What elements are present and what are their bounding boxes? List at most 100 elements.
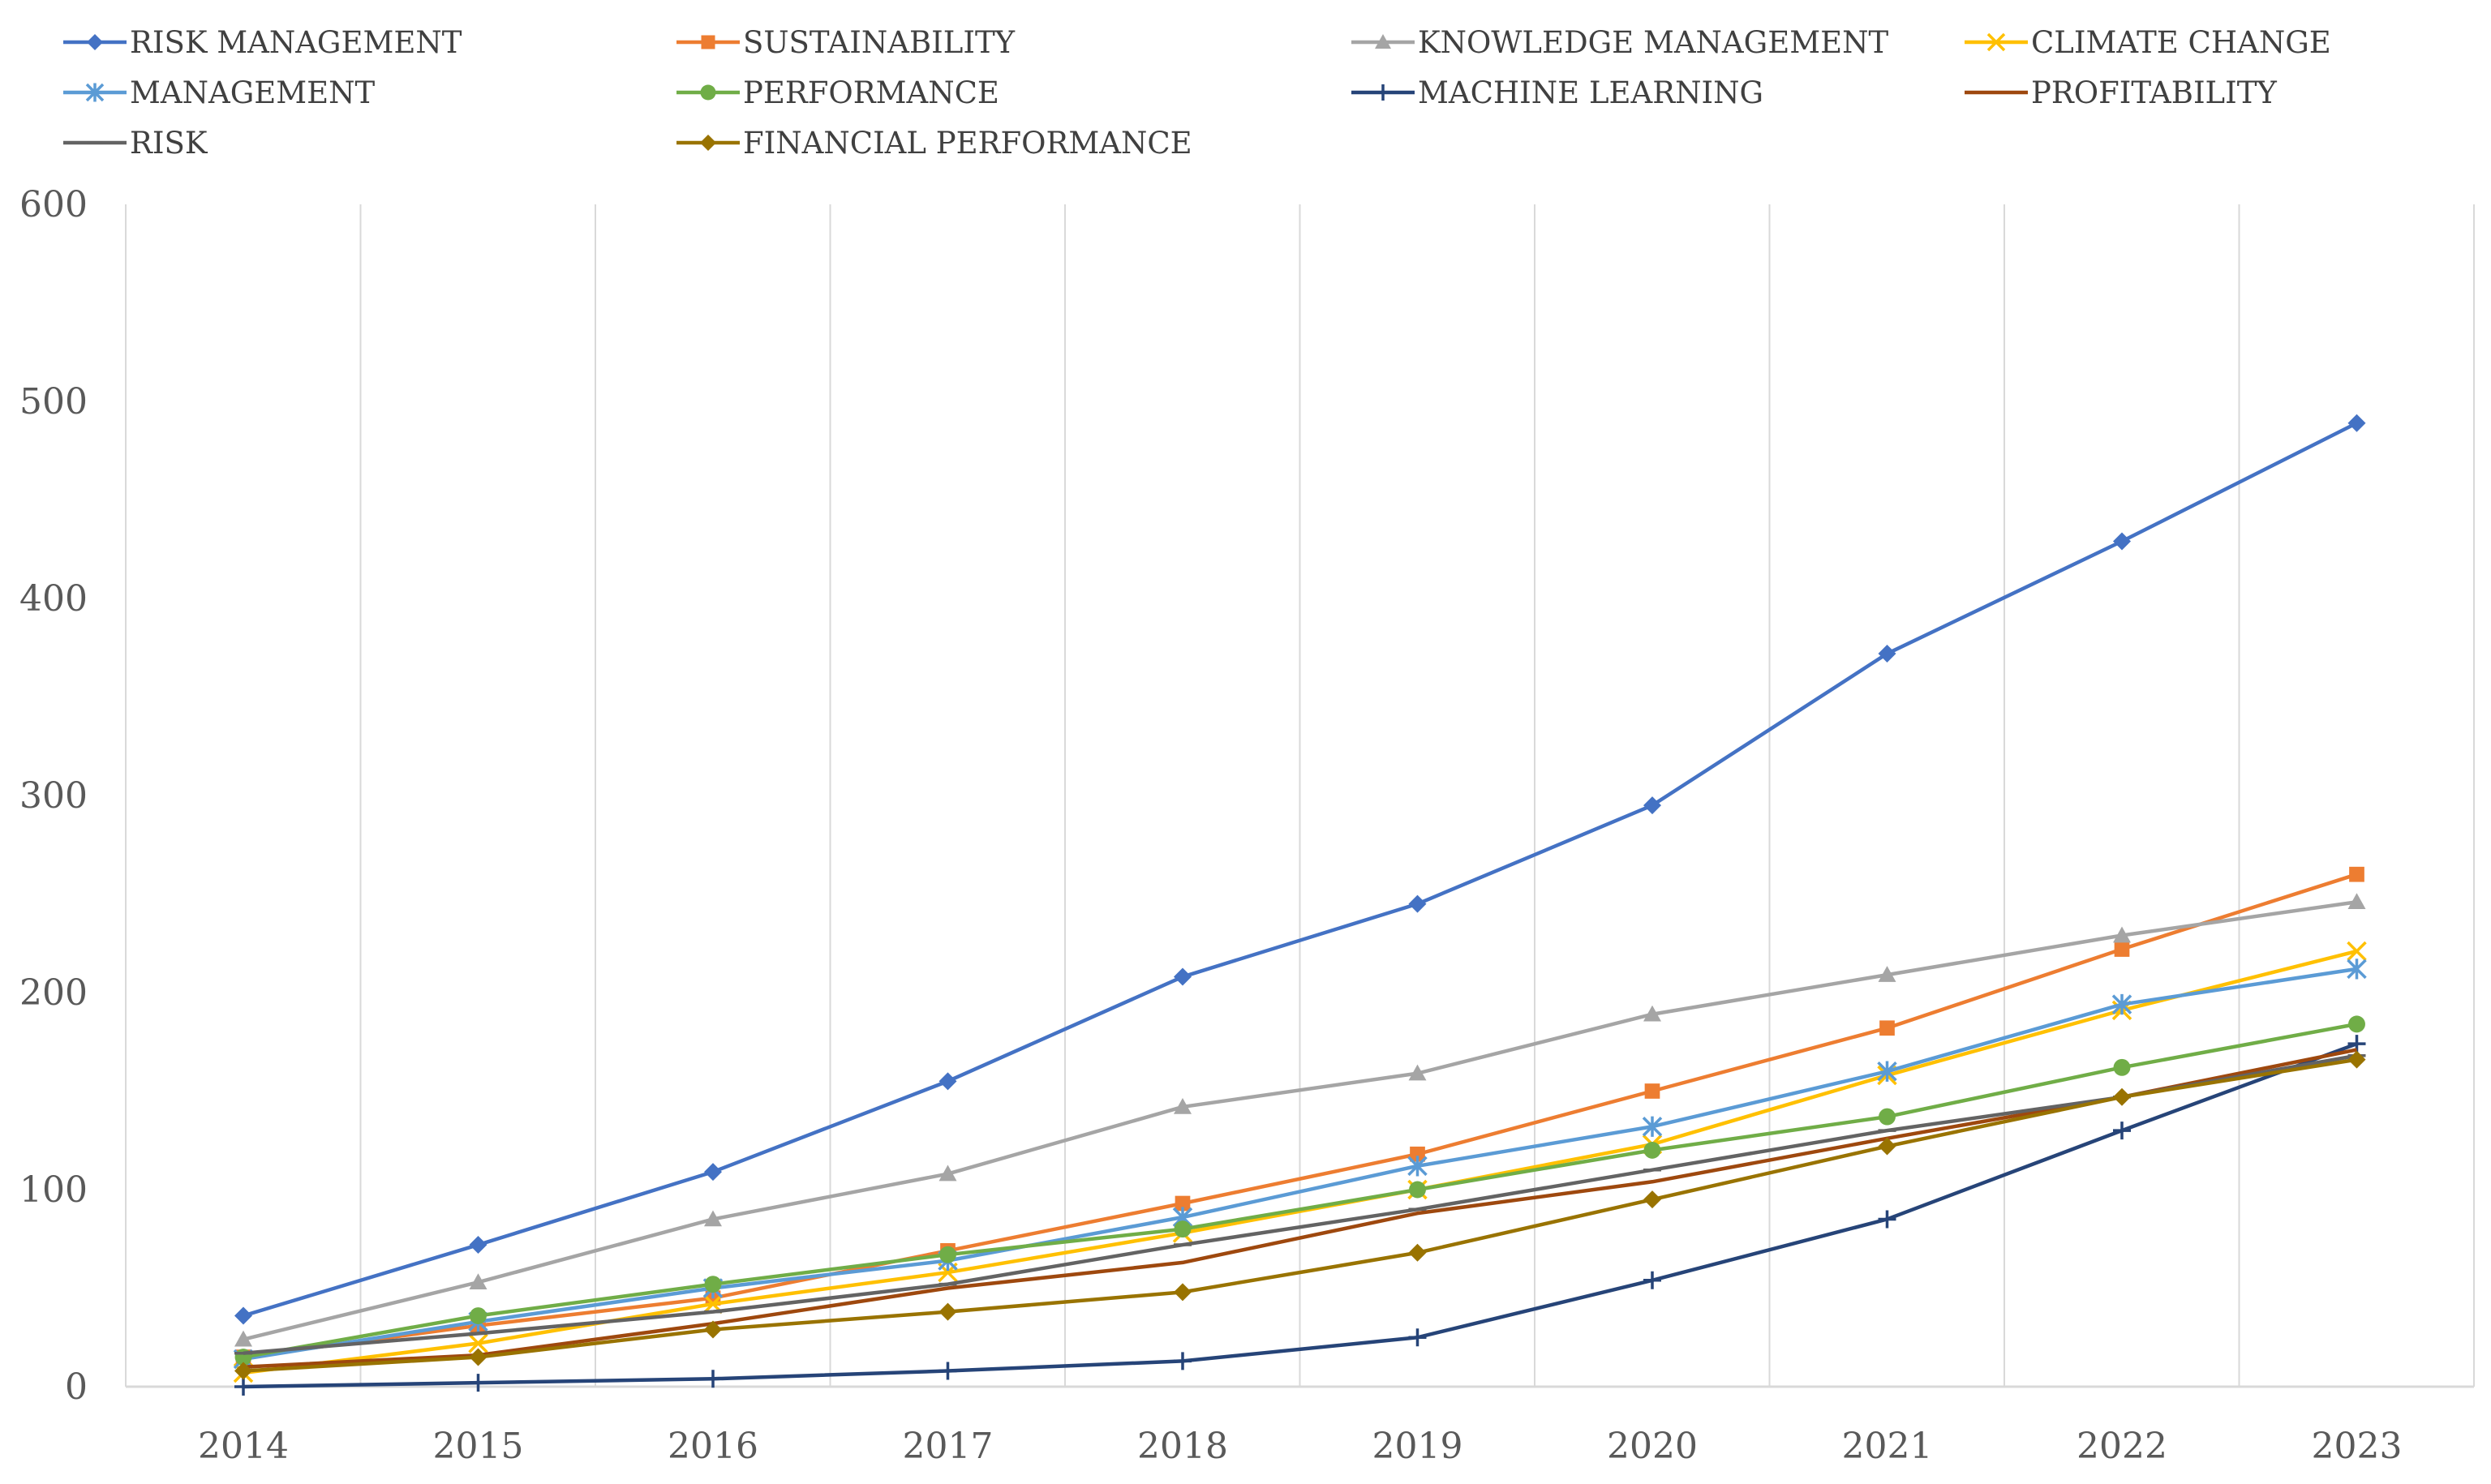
x-tick-label: 2018	[1137, 1426, 1228, 1467]
legend-marker	[700, 135, 716, 151]
data-point	[2349, 866, 2364, 882]
data-point	[468, 1333, 488, 1353]
data-point	[938, 1362, 957, 1380]
data-point	[1643, 1141, 1661, 1159]
data-point	[1408, 1328, 1427, 1347]
legend-item-performance: PERFORMANCE	[676, 75, 999, 110]
legend-label: MACHINE LEARNING	[1418, 75, 1763, 110]
data-point	[1174, 1097, 1192, 1114]
legend-label: PERFORMANCE	[743, 75, 999, 110]
data-point	[469, 1348, 487, 1366]
legend-marker	[701, 35, 715, 49]
y-axis-ticks: 0 100 200 300 400 500 600	[19, 184, 88, 1408]
data-point	[1643, 796, 1661, 815]
x-tick-label: 2016	[668, 1426, 758, 1467]
data-point	[1174, 1220, 1192, 1238]
series-machine-learning	[234, 1035, 2366, 1396]
legend-label: MANAGEMENT	[130, 75, 376, 110]
x-tick-label: 2019	[1372, 1426, 1463, 1467]
y-tick-label: 0	[65, 1366, 88, 1408]
y-tick-label: 600	[19, 184, 88, 225]
legend-marker	[87, 34, 103, 50]
y-tick-label: 400	[19, 578, 88, 620]
series-knowledge-management	[234, 893, 2366, 1347]
data-point	[704, 1163, 722, 1182]
data-point	[2113, 532, 2131, 551]
data-point	[1643, 1271, 1661, 1289]
data-point	[1878, 645, 1896, 663]
data-point	[1175, 1195, 1191, 1212]
data-point	[1410, 1146, 1425, 1162]
x-tick-label: 2017	[903, 1426, 994, 1467]
data-point	[470, 1307, 487, 1324]
data-point	[234, 1330, 252, 1347]
legend-item-sustainability: SUSTAINABILITY	[676, 25, 1016, 60]
data-point	[1878, 1210, 1896, 1229]
x-axis-ticks: 2014 2015 2016 2017 2018 2019 2020 2021 2022 2023	[198, 1426, 2402, 1467]
legend-marker	[1986, 32, 2006, 52]
data-point	[2348, 1015, 2365, 1033]
data-point	[2113, 926, 2131, 943]
series-line-machine-learning	[243, 1042, 2358, 1389]
legend-item-risk-management: RISK MANAGEMENT	[63, 25, 462, 60]
plot-area	[233, 414, 2367, 1396]
y-tick-label: 300	[19, 775, 88, 817]
data-point	[1174, 967, 1192, 986]
legend-item-climate-change: CLIMATE CHANGE	[1965, 25, 2331, 60]
x-tick-label: 2020	[1607, 1426, 1698, 1467]
legend-item-knowledge-management: KNOWLEDGE MANAGEMENT	[1351, 25, 1888, 60]
data-point	[2111, 993, 2132, 1015]
series-line-risk-management	[243, 421, 2358, 1318]
data-point	[2347, 959, 2367, 980]
data-point	[1878, 966, 1896, 982]
data-point	[2113, 1087, 2131, 1106]
data-point	[2347, 941, 2367, 962]
data-point	[938, 1164, 957, 1182]
data-point	[1642, 1116, 1663, 1137]
gridlines	[125, 204, 2475, 1387]
series-line-profitability	[243, 1048, 2357, 1369]
x-tick-label: 2023	[2312, 1426, 2403, 1467]
data-point	[1879, 1108, 1896, 1126]
data-point	[1644, 1083, 1660, 1099]
data-point	[2113, 1058, 2131, 1076]
x-tick-label: 2022	[2077, 1426, 2167, 1467]
data-point	[234, 1306, 252, 1325]
data-point	[939, 1246, 956, 1263]
data-point	[469, 1374, 487, 1392]
data-point	[469, 1273, 487, 1290]
y-tick-label: 200	[19, 972, 88, 1014]
data-point	[1409, 1181, 1426, 1199]
legend-item-machine-learning: MACHINE LEARNING	[1351, 75, 1763, 110]
data-point	[1174, 1352, 1192, 1370]
data-point	[704, 1276, 722, 1293]
data-point	[1408, 1064, 1427, 1081]
legend-label: KNOWLEDGE MANAGEMENT	[1418, 25, 1888, 60]
data-point	[704, 1210, 722, 1227]
series-profitability	[243, 1048, 2357, 1369]
series-financial-performance	[234, 1050, 2366, 1380]
legend-marker	[1375, 84, 1391, 101]
data-point	[2347, 1050, 2366, 1069]
legend-marker	[700, 84, 716, 101]
data-point	[1643, 1005, 1661, 1022]
legend-label: RISK	[130, 126, 208, 161]
legend-label: PROFITABILITY	[2031, 75, 2277, 110]
series-line-management	[243, 967, 2357, 1362]
data-point	[1408, 894, 1427, 913]
series-line-financial-performance	[243, 1057, 2357, 1373]
x-tick-label: 2015	[433, 1426, 524, 1467]
series-performance	[234, 1015, 2365, 1366]
data-point	[1877, 1061, 1897, 1082]
data-point	[1407, 1156, 1428, 1177]
series-line-knowledge-management	[243, 899, 2357, 1341]
series-risk-management	[234, 414, 2366, 1325]
data-point	[704, 1370, 722, 1388]
data-point	[1643, 1190, 1661, 1209]
y-tick-label: 100	[19, 1169, 88, 1211]
data-point	[1878, 1137, 1896, 1156]
data-point	[704, 1320, 722, 1339]
data-point	[234, 1378, 252, 1396]
legend-label: FINANCIAL PERFORMANCE	[743, 126, 1192, 161]
